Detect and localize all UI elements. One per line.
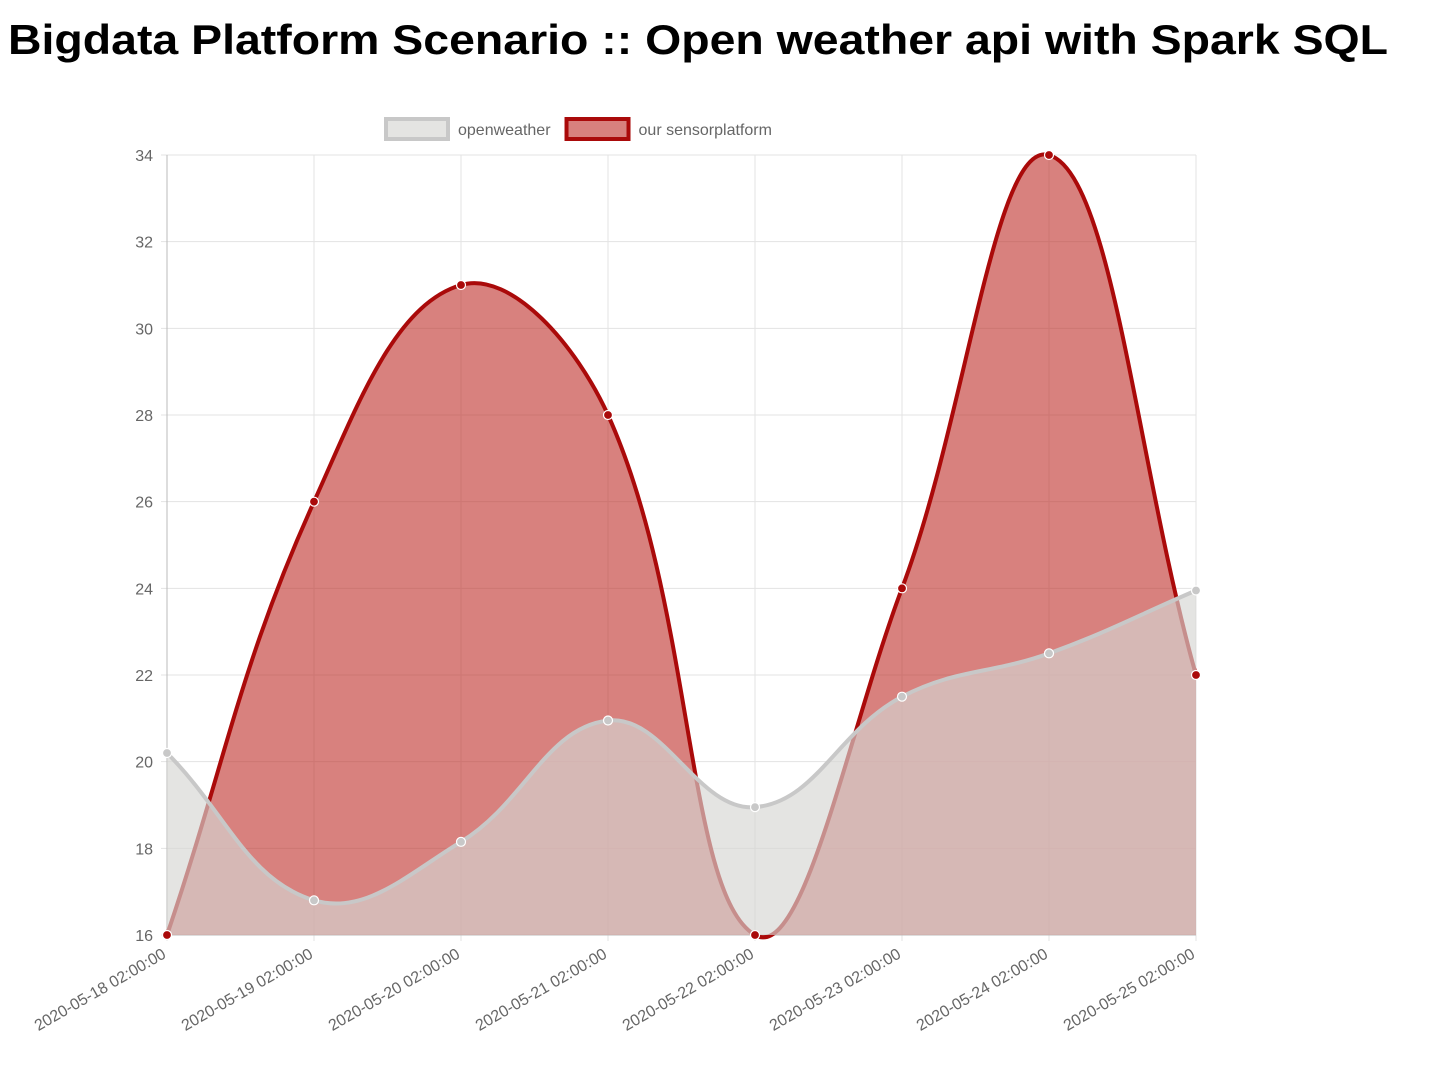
data-point: [1043, 149, 1055, 161]
data-point: [896, 691, 908, 702]
x-tick-label: 2020-05-23 02:00:00: [767, 946, 904, 1035]
x-tick-label: 2020-05-20 02:00:00: [326, 946, 463, 1035]
data-point: [308, 895, 320, 906]
y-tick-label: 20: [135, 755, 153, 772]
data-point: [749, 802, 761, 813]
x-tick-label: 2020-05-21 02:00:00: [473, 946, 610, 1035]
data-point: [308, 496, 320, 507]
data-point: [1190, 585, 1202, 596]
x-tick-label: 2020-05-18 02:00:00: [32, 946, 169, 1035]
legend: openweather our sensorplatform: [384, 117, 772, 141]
data-point: [1043, 648, 1055, 659]
x-tick-label: 2020-05-19 02:00:00: [179, 946, 316, 1035]
y-tick-label: 18: [135, 841, 153, 858]
data-point: [749, 929, 761, 941]
y-tick-label: 32: [135, 235, 153, 252]
series-area: [167, 590, 1196, 935]
y-tick-label: 34: [135, 148, 153, 165]
y-tick-label: 16: [135, 928, 153, 945]
data-point: [161, 929, 173, 941]
data-point: [602, 715, 614, 726]
x-tick-label: 2020-05-22 02:00:00: [620, 946, 757, 1035]
data-point: [602, 409, 614, 421]
y-tick-label: 22: [135, 668, 153, 685]
y-tick-label: 30: [135, 321, 153, 338]
data-point: [455, 279, 467, 291]
chart-title: Bigdata Platform Scenario :: Open weathe…: [8, 16, 1388, 63]
legend-label: openweather: [458, 122, 551, 139]
legend-swatch: [384, 117, 450, 141]
y-tick-label: 28: [135, 408, 153, 425]
x-tick-label: 2020-05-24 02:00:00: [914, 946, 1051, 1035]
data-point: [455, 836, 467, 847]
data-point: [896, 583, 908, 594]
legend-label: our sensorplatform: [639, 122, 772, 139]
legend-swatch: [564, 117, 631, 141]
data-point: [161, 747, 173, 759]
data-point: [1190, 669, 1202, 681]
series-line: [165, 588, 1197, 906]
y-tick-label: 24: [135, 581, 153, 598]
x-tick-label: 2020-05-25 02:00:00: [1061, 946, 1198, 1035]
y-tick-label: 26: [135, 495, 153, 512]
